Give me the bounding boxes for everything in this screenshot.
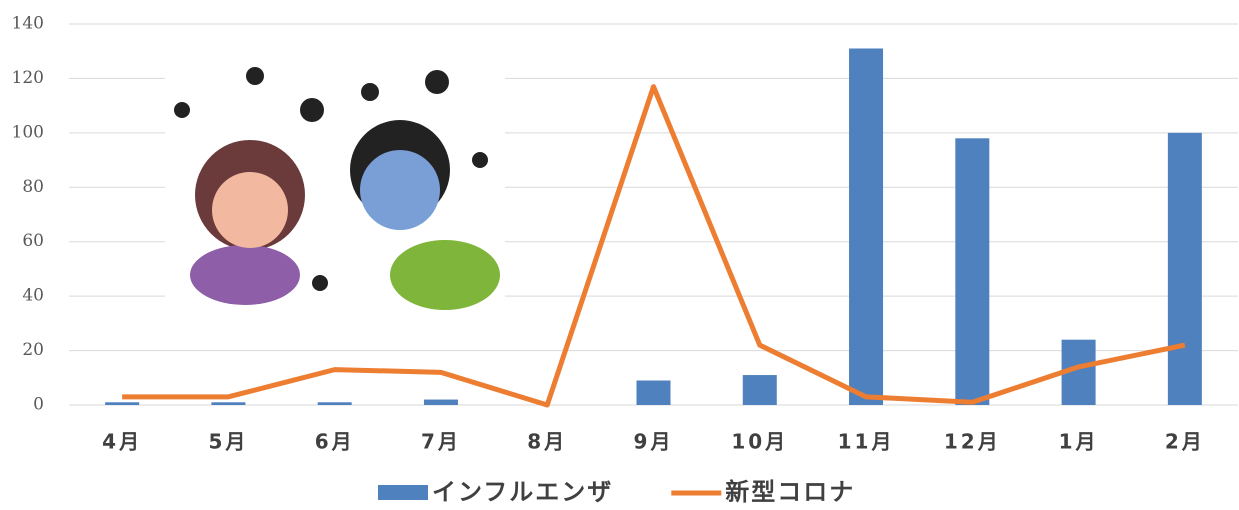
bar	[1168, 133, 1202, 405]
legend: インフルエンザ 新型コロナ	[378, 478, 855, 506]
y-tick-label: 0	[33, 395, 44, 415]
legend-label: 新型コロナ	[725, 478, 855, 506]
x-tick-label: 4月	[102, 430, 142, 454]
y-tick-label: 100	[12, 122, 44, 142]
x-tick-label: 1月	[1059, 430, 1099, 454]
y-tick-label: 60	[22, 231, 44, 251]
bar	[211, 402, 245, 405]
legend-label: インフルエンザ	[432, 478, 613, 506]
bar	[637, 381, 671, 405]
bar	[105, 402, 139, 405]
x-tick-label: 7月	[421, 430, 461, 454]
y-tick-label: 80	[22, 177, 44, 197]
x-tick-label: 11月	[838, 430, 895, 454]
x-tick-label: 8月	[527, 430, 567, 454]
y-tick-label: 40	[22, 286, 44, 306]
chart: 0 20 40 60 80 100 120 140 4月 5月 6月 7月 8月 9月 10月 11月 12月…	[0, 0, 1239, 510]
bar	[849, 48, 883, 405]
bar	[955, 138, 989, 405]
x-tick-label: 10月	[731, 430, 788, 454]
x-tick-label: 9月	[634, 430, 674, 454]
bar	[424, 400, 458, 405]
x-tick-label: 6月	[315, 430, 355, 454]
y-tick-label: 140	[12, 14, 44, 34]
x-tick-label: 12月	[944, 430, 1001, 454]
illustration	[165, 50, 505, 310]
y-tick-label: 120	[12, 68, 44, 88]
bar	[318, 402, 352, 405]
x-tick-label: 5月	[208, 430, 248, 454]
bar	[743, 375, 777, 405]
y-tick-label: 20	[22, 340, 44, 360]
x-tick-label: 2月	[1165, 430, 1205, 454]
legend-swatch	[378, 485, 428, 500]
